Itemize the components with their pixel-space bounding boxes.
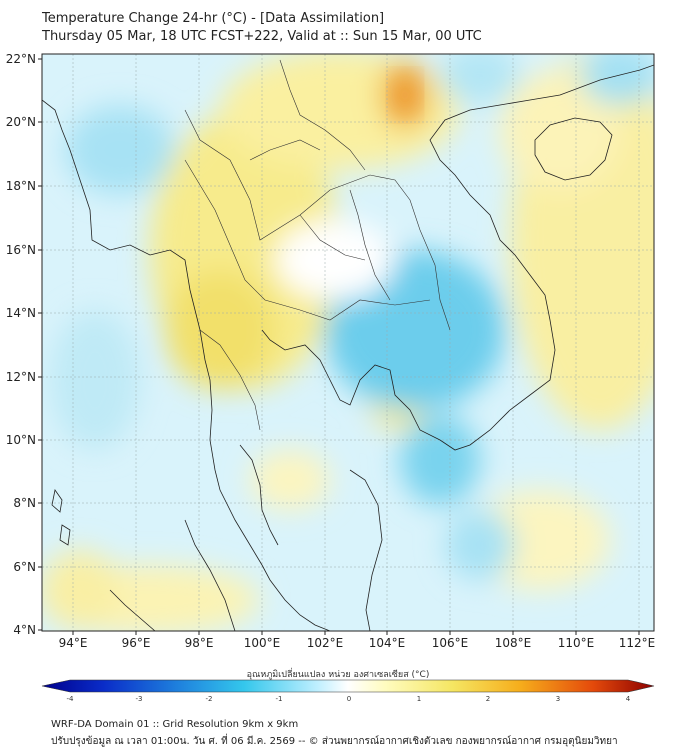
map-subtitle: Thursday 05 Mar, 18 UTC FCST+222, Valid …	[42, 29, 482, 44]
graticule	[42, 54, 654, 631]
footer-model-info: WRF-DA Domain 01 :: Grid Resolution 9km …	[51, 719, 299, 730]
temperature-field	[42, 54, 654, 631]
colorbar-tick-neg3: -3	[136, 695, 143, 703]
lat-label-18: 18°N	[6, 179, 36, 193]
lon-label-100: 100°E	[244, 636, 281, 650]
lon-label-112: 112°E	[619, 636, 656, 650]
colorbar-tick-neg1: -1	[276, 695, 283, 703]
lat-ticks	[38, 58, 42, 631]
colorbar-tick-neg2: -2	[206, 695, 213, 703]
lat-label-22: 22°N	[6, 52, 36, 66]
lat-label-20: 20°N	[6, 115, 36, 129]
colorbar-tick-3: 3	[556, 695, 560, 703]
lon-label-98: 98°E	[185, 636, 214, 650]
footer-update-info: ปรับปรุงข้อมูล ณ เวลา 01:00น. วัน ศ. ที่…	[51, 736, 618, 747]
lon-label-110: 110°E	[558, 636, 595, 650]
map-frame	[41, 53, 655, 632]
lon-label-102: 102°E	[307, 636, 344, 650]
coastlines	[42, 64, 654, 631]
lat-label-6: 6°N	[13, 560, 36, 574]
map-title: Temperature Change 24-hr (°C) - [Data As…	[42, 11, 385, 26]
lon-label-108: 108°E	[495, 636, 532, 650]
lon-label-104: 104°E	[369, 636, 406, 650]
lon-ticks	[72, 631, 640, 635]
lon-label-94: 94°E	[59, 636, 88, 650]
colorbar-label: อุณหภูมิเปลี่ยนแปลง หน่วย องศาเซลเซียส (…	[246, 670, 430, 680]
lon-label-96: 96°E	[122, 636, 151, 650]
colorbar-tick-2: 2	[486, 695, 490, 703]
lat-label-8: 8°N	[13, 496, 36, 510]
lat-label-14: 14°N	[6, 306, 36, 320]
colorbar-tick-0: 0	[347, 695, 351, 703]
lon-label-106: 106°E	[432, 636, 469, 650]
lat-label-12: 12°N	[6, 370, 36, 384]
lat-label-10: 10°N	[6, 433, 36, 447]
colorbar-tick-4: 4	[626, 695, 631, 703]
lat-label-4: 4°N	[13, 623, 36, 637]
lat-label-16: 16°N	[6, 243, 36, 257]
country-borders	[184, 59, 451, 431]
colorbar	[41, 679, 655, 693]
colorbar-tick-1: 1	[417, 695, 421, 703]
colorbar-tick-neg4: -4	[67, 695, 75, 703]
